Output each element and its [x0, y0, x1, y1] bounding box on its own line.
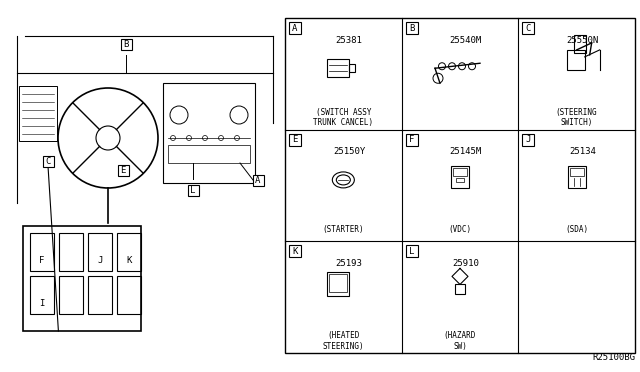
Bar: [120, 38, 131, 49]
Text: L: L: [190, 186, 196, 195]
Text: E: E: [120, 166, 125, 174]
Bar: [289, 134, 301, 146]
Text: 25145M: 25145M: [450, 147, 482, 156]
Bar: [163, 83, 255, 183]
Bar: [42, 155, 54, 167]
Text: (STARTER): (STARTER): [323, 225, 364, 234]
Bar: [253, 174, 264, 186]
Text: C: C: [45, 157, 51, 166]
Text: L: L: [409, 247, 414, 256]
Text: 25150Y: 25150Y: [333, 147, 365, 156]
Text: (VDC): (VDC): [449, 225, 472, 234]
Text: J: J: [525, 135, 531, 144]
Text: (SWITCH ASSY
TRUNK CANCEL): (SWITCH ASSY TRUNK CANCEL): [313, 108, 373, 127]
Text: (SDA): (SDA): [565, 225, 588, 234]
Bar: [327, 272, 349, 296]
Bar: [522, 134, 534, 146]
Text: J: J: [97, 256, 102, 265]
Text: B: B: [409, 23, 414, 32]
Bar: [573, 35, 586, 53]
Text: F: F: [39, 256, 45, 265]
Bar: [59, 276, 83, 314]
Bar: [453, 167, 467, 176]
Text: B: B: [124, 39, 129, 48]
Text: (STEERING
SWITCH): (STEERING SWITCH): [556, 108, 598, 127]
Bar: [406, 22, 418, 34]
Bar: [285, 18, 635, 353]
Bar: [117, 233, 141, 271]
Text: R25100BG: R25100BG: [592, 353, 635, 362]
Text: I: I: [39, 299, 45, 308]
Text: (HEATED
STEERING): (HEATED STEERING): [323, 331, 364, 351]
Text: A: A: [292, 23, 298, 32]
Bar: [289, 245, 301, 257]
Bar: [327, 59, 349, 77]
Bar: [30, 233, 54, 271]
Bar: [88, 276, 112, 314]
Text: (HAZARD
SW): (HAZARD SW): [444, 331, 476, 351]
Bar: [30, 276, 54, 314]
Text: K: K: [126, 256, 132, 265]
Bar: [59, 233, 83, 271]
Bar: [289, 22, 301, 34]
Text: 25910: 25910: [452, 259, 479, 268]
Bar: [568, 166, 586, 187]
Text: A: A: [255, 176, 260, 185]
Text: 25193: 25193: [336, 259, 363, 268]
Text: C: C: [525, 23, 531, 32]
Bar: [168, 145, 250, 163]
Bar: [188, 185, 198, 196]
Bar: [522, 22, 534, 34]
Bar: [451, 166, 469, 187]
Bar: [19, 86, 57, 141]
Bar: [455, 285, 465, 294]
Text: K: K: [292, 247, 298, 256]
Bar: [117, 276, 141, 314]
Text: 25540M: 25540M: [450, 35, 482, 45]
Bar: [118, 164, 129, 176]
Bar: [570, 167, 584, 176]
Text: F: F: [409, 135, 414, 144]
Bar: [349, 64, 355, 72]
Text: 25550N: 25550N: [566, 35, 598, 45]
Bar: [406, 245, 418, 257]
Text: 25381: 25381: [336, 35, 363, 45]
Bar: [23, 226, 141, 331]
Text: E: E: [292, 135, 298, 144]
Bar: [456, 177, 464, 182]
Bar: [88, 233, 112, 271]
Bar: [566, 50, 585, 70]
Text: 25134: 25134: [569, 147, 596, 156]
Bar: [406, 134, 418, 146]
Bar: [330, 274, 348, 292]
